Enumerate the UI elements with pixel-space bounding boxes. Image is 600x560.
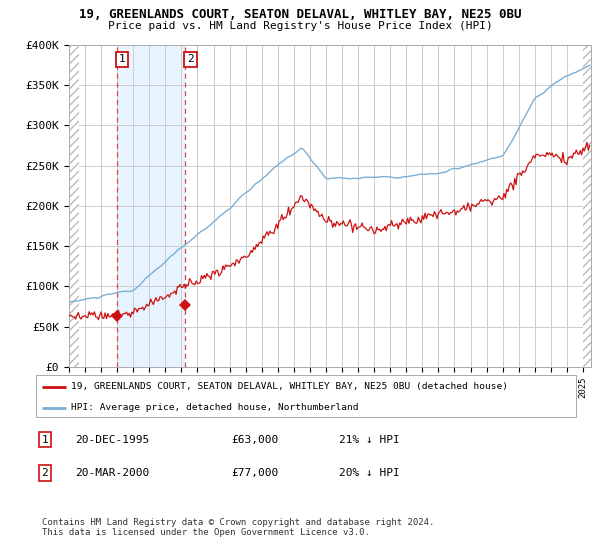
Text: 20% ↓ HPI: 20% ↓ HPI (339, 468, 400, 478)
Text: 1: 1 (119, 54, 126, 64)
Text: 19, GREENLANDS COURT, SEATON DELAVAL, WHITLEY BAY, NE25 0BU: 19, GREENLANDS COURT, SEATON DELAVAL, WH… (79, 8, 521, 21)
Text: 2: 2 (187, 54, 194, 64)
Text: 21% ↓ HPI: 21% ↓ HPI (339, 435, 400, 445)
Text: £63,000: £63,000 (231, 435, 278, 445)
Bar (69, 45, 79, 367)
Text: Price paid vs. HM Land Registry's House Price Index (HPI): Price paid vs. HM Land Registry's House … (107, 21, 493, 31)
Text: HPI: Average price, detached house, Northumberland: HPI: Average price, detached house, Nort… (71, 403, 359, 413)
Text: £77,000: £77,000 (231, 468, 278, 478)
Text: Contains HM Land Registry data © Crown copyright and database right 2024.
This d: Contains HM Land Registry data © Crown c… (42, 518, 434, 538)
Text: 1: 1 (41, 435, 49, 445)
Text: 2: 2 (41, 468, 49, 478)
Text: 20-MAR-2000: 20-MAR-2000 (75, 468, 149, 478)
Text: 19, GREENLANDS COURT, SEATON DELAVAL, WHITLEY BAY, NE25 0BU (detached house): 19, GREENLANDS COURT, SEATON DELAVAL, WH… (71, 382, 508, 391)
Bar (583, 45, 591, 367)
Text: 20-DEC-1995: 20-DEC-1995 (75, 435, 149, 445)
Bar (116, 45, 185, 367)
